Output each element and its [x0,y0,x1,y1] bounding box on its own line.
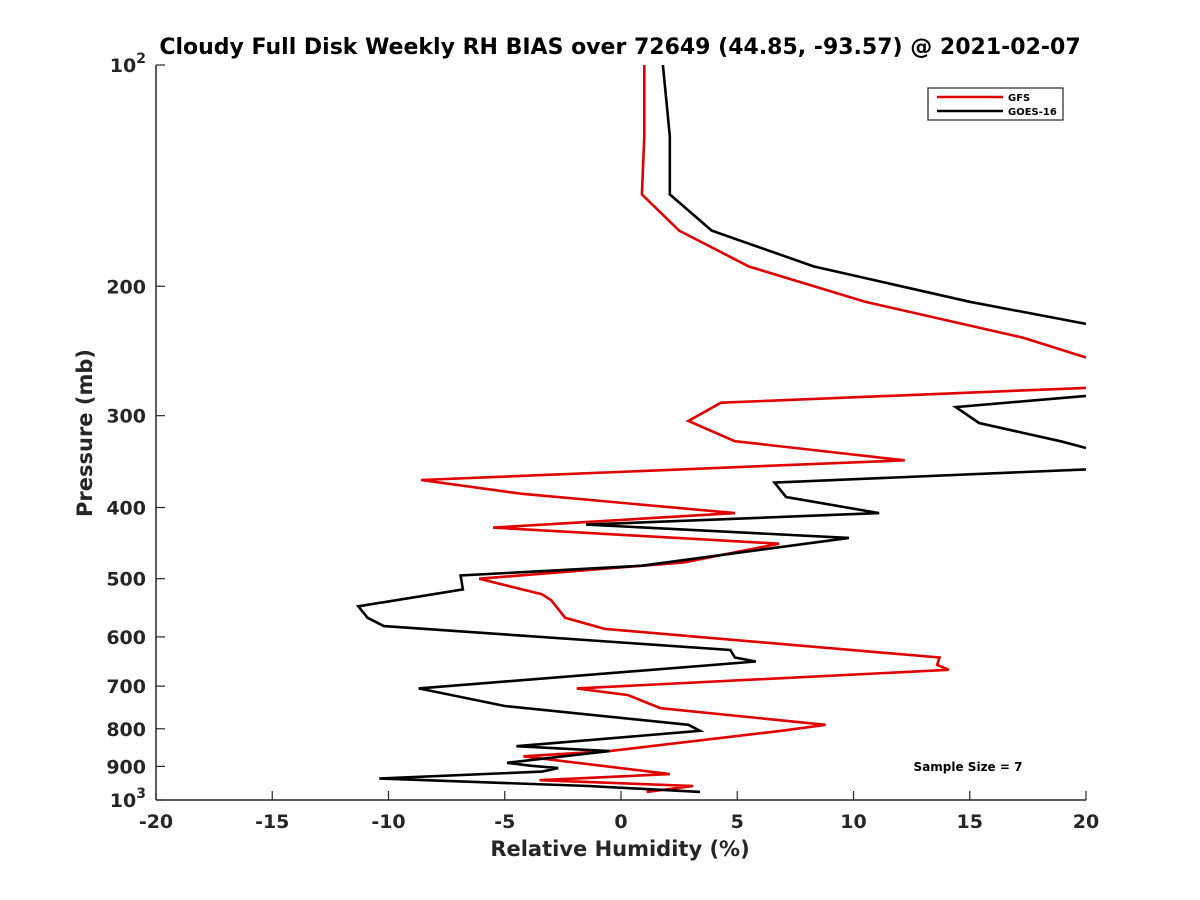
x-tick-label: -5 [494,811,515,833]
y-axis-label: Pressure (mb) [73,349,97,517]
x-tick-label: 0 [614,811,627,833]
x-tick-label: 10 [840,811,866,833]
y-tick-label: 700 [106,676,146,698]
x-tick-label: -15 [255,811,289,833]
y-tick-label: 800 [106,719,146,741]
y-tick-label: 600 [106,627,146,649]
series-line-goes-16 [355,64,1087,794]
y-tick-label: 102 [110,51,146,77]
x-tick-label: -20 [139,811,173,833]
legend-box [927,87,1064,121]
x-tick-label: 15 [957,811,983,833]
y-tick-label: 500 [106,569,146,591]
x-axis-label: Relative Humidity (%) [490,837,749,861]
legend: GFS GOES-16 [927,87,1064,121]
plot-area: -20 -15 -10 -5 0 5 10 15 20 102 200 300 400 500 600 700… [106,51,1099,833]
y-tick-label: 400 [106,498,146,520]
legend-label: GFS [1008,93,1030,104]
legend-label: GOES-16 [1008,107,1057,118]
sample-size-annotation: Sample Size = 7 [914,760,1023,774]
x-tick-label: 20 [1073,811,1099,833]
y-tick-label: 200 [106,276,146,298]
x-tick-label: 5 [731,811,744,833]
x-tick-label: -10 [371,811,405,833]
y-tick-label: 300 [106,406,146,428]
chart-title: Cloudy Full Disk Weekly RH BIAS over 726… [159,35,1080,60]
y-tick-label: 900 [106,756,146,778]
y-tick-label: 103 [110,786,146,812]
